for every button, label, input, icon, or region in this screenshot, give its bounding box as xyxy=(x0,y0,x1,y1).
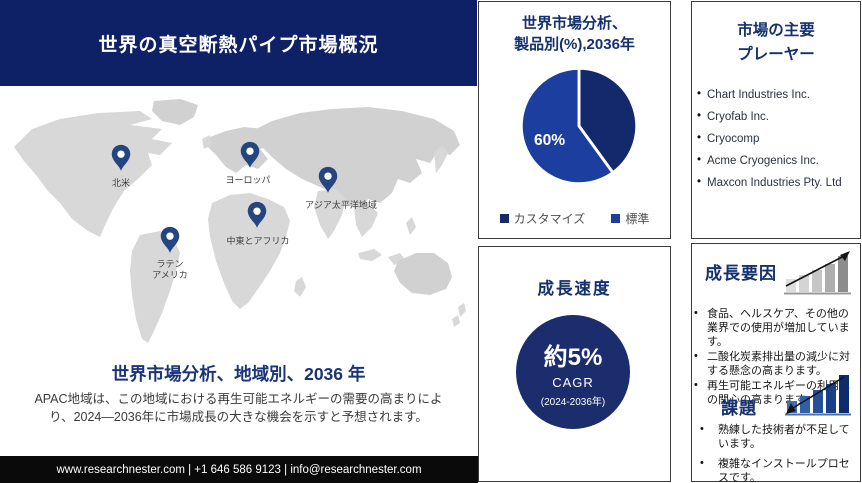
legend-label: カスタマイズ xyxy=(513,212,586,226)
footer-bar: www.researchnester.com | +1 646 586 9123… xyxy=(0,456,478,483)
list-item: Maxcon Industries Pty. Ltd xyxy=(697,176,860,189)
map-pin-label: ヨーロッパ xyxy=(225,175,271,185)
list-item: 熟練した技術者が不足しています。 xyxy=(698,423,858,452)
island-japan xyxy=(434,145,448,173)
ascending-bar-chart-icon xyxy=(784,251,851,295)
cagr-circle-badge: 約5% CAGR (2024-2036年) xyxy=(516,315,630,429)
continent-greenland xyxy=(152,99,198,125)
map-pin-middle-east-africa xyxy=(246,201,268,231)
map-pin-north-america xyxy=(110,144,132,174)
cagr-metric-label: CAGR xyxy=(552,374,594,390)
growth-rate-panel: 成長速度 約5% CAGR (2024-2036年) xyxy=(478,246,671,482)
legend-swatch-standard-icon xyxy=(611,214,621,223)
list-item: 二酸化炭素排出量の減少に対する懸念の高まります。 xyxy=(694,350,858,379)
legend-item-customize: カスタマイズ xyxy=(499,210,586,227)
list-item: Cryocomp xyxy=(697,132,860,145)
continent-south-america xyxy=(130,231,180,343)
key-players-panel: 市場の主要 プレーヤー Chart Industries Inc. Cryofa… xyxy=(691,1,861,239)
map-pin-label: 中東とアフリカ xyxy=(226,236,290,246)
key-players-title: 市場の主要 プレーヤー xyxy=(737,22,815,64)
pie-slice-standard xyxy=(519,66,615,186)
pie-chart: 60% xyxy=(519,66,639,186)
key-players-list: Chart Industries Inc. Cryofab Inc. Cryoc… xyxy=(692,88,860,189)
map-pin-latin-america xyxy=(159,226,181,256)
footer-contact-text: www.researchnester.com | +1 646 586 9123… xyxy=(56,463,422,476)
pie-legend: カスタマイズ 標準 xyxy=(479,210,670,227)
location-pin-icon xyxy=(240,141,260,168)
location-pin-icon xyxy=(318,166,338,193)
cagr-period: (2024-2036年) xyxy=(540,396,606,408)
location-pin-icon xyxy=(111,144,131,171)
pie-slice-data-label: 60% xyxy=(534,132,565,149)
region-indochina xyxy=(354,203,378,237)
pie-chart-title: 世界市場分析、 製品別(%),2036年 xyxy=(514,15,635,53)
island-madagascar xyxy=(294,277,306,297)
region-india xyxy=(314,189,346,239)
map-pin-label: アジア太平洋地域 xyxy=(305,200,377,210)
growth-factors-list: 食品、ヘルスケア、その他の業界での使用が増加しています。 二酸化炭素排出量の減少… xyxy=(694,307,858,409)
continent-australia xyxy=(394,253,452,295)
header-banner: 世界の真空断熱パイプ市場概況 xyxy=(0,0,477,86)
growth-rate-title: 成長速度 xyxy=(537,280,612,298)
continent-asia xyxy=(252,107,460,211)
island-uk xyxy=(202,135,212,149)
regional-analysis-heading: 世界市場分析、地域別、2036 年 xyxy=(111,364,366,384)
map-pin-europe xyxy=(239,141,261,171)
map-pin-label: ラテン アメリカ xyxy=(152,259,188,281)
growth-factors-panel: 成長要因 食品、ヘルスケア、その他の業界での使用が増加しています。 二酸化炭素排… xyxy=(691,243,861,483)
regional-analysis-text: APAC地域は、この地域における再生可能エネルギーの需要の高まりにより、2024… xyxy=(34,392,443,424)
growth-factors-title: 成長要因 xyxy=(705,264,777,283)
challenges-list: 熟練した技術者が不足しています。 複雑なインストールプロセスです。 xyxy=(698,423,858,483)
world-map xyxy=(14,99,466,343)
legend-item-standard: 標準 xyxy=(611,210,649,227)
island-philippines xyxy=(406,217,416,235)
product-share-panel: 世界市場分析、 製品別(%),2036年 60% カスタマイズ 標準 xyxy=(478,1,671,239)
challenges-title: 課題 xyxy=(721,399,757,418)
continent-north-america xyxy=(14,111,172,237)
island-new-zealand-1 xyxy=(458,303,466,317)
legend-label: 標準 xyxy=(625,212,650,226)
location-pin-icon xyxy=(160,226,180,253)
legend-swatch-customize-icon xyxy=(499,214,509,223)
map-pin-asia-pacific xyxy=(317,166,339,196)
list-item: Acme Cryogenics Inc. xyxy=(697,154,860,167)
list-item: 食品、ヘルスケア、その他の業界での使用が増加しています。 xyxy=(694,307,858,350)
pie-slice-customize xyxy=(577,66,639,175)
list-item: Chart Industries Inc. xyxy=(697,88,860,101)
page-title: 世界の真空断熱パイプ市場概況 xyxy=(98,34,379,56)
cagr-value: 約5% xyxy=(543,343,603,371)
ascending-blue-bar-chart-icon xyxy=(785,375,851,416)
list-item: Cryofab Inc. xyxy=(697,110,860,123)
map-pin-label: 北米 xyxy=(111,178,131,188)
location-pin-icon xyxy=(247,201,267,228)
island-new-zealand-2 xyxy=(452,315,460,327)
continent-africa xyxy=(208,193,290,309)
island-indonesia-1 xyxy=(358,249,382,261)
list-item: 複雑なインストールプロセスです。 xyxy=(698,457,858,483)
